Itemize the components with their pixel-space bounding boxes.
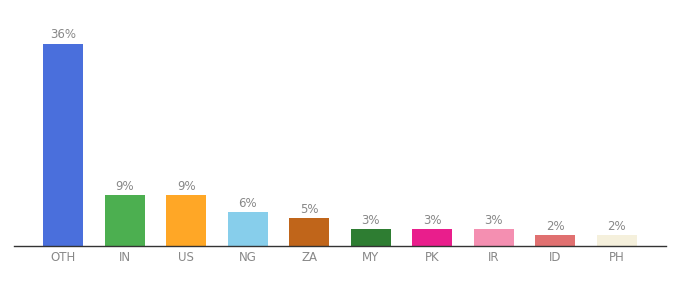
Bar: [597, 235, 636, 246]
Text: 36%: 36%: [50, 28, 76, 41]
Text: 9%: 9%: [177, 180, 196, 193]
Bar: [289, 218, 329, 246]
Text: 6%: 6%: [239, 197, 257, 210]
Bar: [535, 235, 575, 246]
Text: 2%: 2%: [607, 220, 626, 232]
Text: 9%: 9%: [116, 180, 134, 193]
Bar: [474, 229, 513, 246]
Text: 3%: 3%: [423, 214, 441, 227]
Bar: [351, 229, 391, 246]
Text: 3%: 3%: [484, 214, 503, 227]
Bar: [105, 195, 145, 246]
Text: 2%: 2%: [546, 220, 564, 232]
Bar: [412, 229, 452, 246]
Bar: [44, 44, 83, 246]
Bar: [167, 195, 206, 246]
Text: 3%: 3%: [362, 214, 380, 227]
Bar: [228, 212, 268, 246]
Text: 5%: 5%: [300, 202, 318, 216]
